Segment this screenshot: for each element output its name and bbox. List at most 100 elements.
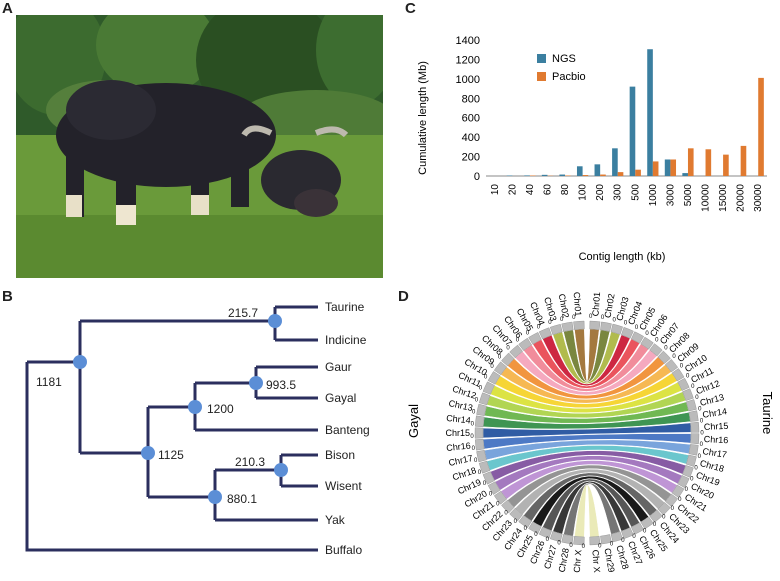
node-label: 1200 xyxy=(207,402,234,416)
right-chrom-arc-Chr16 xyxy=(691,434,699,444)
phylogenetic-tree: 215.7 1181 993.5 1200 1125 210.3 880.1 T… xyxy=(0,288,390,576)
tree-node-1125 xyxy=(141,446,155,460)
bar-pacbio-300 xyxy=(618,172,624,176)
chart-x-tick-label: 100 xyxy=(578,184,589,201)
chart-x-tick-label: 5000 xyxy=(683,184,694,207)
left-chrom-label: Chr14 xyxy=(446,413,471,426)
left-chrom-label: Chr28 xyxy=(557,547,571,573)
node-label: 210.3 xyxy=(235,455,265,469)
left-chrom-tick-zero: 0 xyxy=(569,543,573,549)
chart-y-axis-label: Cumulative length (Mb) xyxy=(417,61,429,175)
chart-x-tick-label: 10000 xyxy=(701,184,712,212)
chart-x-tick-label: 80 xyxy=(560,184,571,196)
left-chrom-arc-Chr15 xyxy=(475,428,483,439)
left-chrom-tick-zero: 0 xyxy=(472,409,476,415)
panel-label-a: A xyxy=(2,0,13,17)
bar-pacbio-20000 xyxy=(741,146,747,176)
taxon-label: Indicine xyxy=(325,333,367,347)
right-chrom-tick-zero: 0 xyxy=(610,541,614,547)
chart-x-tick-label: 10 xyxy=(490,184,501,196)
taxon-label: Wisent xyxy=(325,479,362,493)
bar-ngs-5000 xyxy=(682,173,688,176)
taxon-label: Taurine xyxy=(325,300,365,314)
chart-x-tick-label: 30000 xyxy=(753,184,764,212)
left-chrom-tick-zero: 0 xyxy=(471,421,475,427)
chart-x-tick-label: 300 xyxy=(613,184,624,201)
left-chrom-tick-zero: 0 xyxy=(484,375,488,381)
bar-pacbio-10000 xyxy=(706,149,712,176)
right-chrom-label: Chr16 xyxy=(704,434,729,445)
node-label: 993.5 xyxy=(266,378,296,392)
chart-x-tick-label: 500 xyxy=(630,184,641,201)
left-chrom-tick-zero: 0 xyxy=(470,434,474,440)
bar-ngs-80 xyxy=(559,175,565,176)
circos-left-genome-label: Gayal xyxy=(406,404,421,438)
left-chrom-tick-zero: 0 xyxy=(506,345,510,351)
left-chrom-tick-zero: 0 xyxy=(478,470,482,476)
left-chrom-label: Chr X xyxy=(572,549,584,573)
left-chrom-tick-zero: 0 xyxy=(582,544,586,550)
chart-legend: NGS Pacbio xyxy=(537,53,586,83)
tree-taxa-labels: Taurine Indicine Gaur Gayal Banteng Biso… xyxy=(325,300,370,557)
right-chrom-label: Chr29 xyxy=(602,547,616,573)
synteny-links xyxy=(483,329,691,537)
left-chrom-label: Chr01 xyxy=(572,291,584,316)
tree-node-1181 xyxy=(73,355,87,369)
left-chrom-tick-zero: 0 xyxy=(498,354,502,360)
taxon-label: Banteng xyxy=(325,423,370,437)
right-chrom-label: Chr02 xyxy=(602,293,616,319)
chart-x-tick-label: 3000 xyxy=(665,184,676,207)
taxon-label: Gayal xyxy=(325,391,356,405)
legend-label-ngs: NGS xyxy=(552,53,576,65)
node-label: 215.7 xyxy=(228,306,258,320)
bar-ngs-3000 xyxy=(665,159,671,176)
left-chrom-arc-Chr02 xyxy=(562,322,574,332)
bar-pacbio-30000 xyxy=(758,78,764,176)
right-chrom-arc-Chr15 xyxy=(691,422,699,432)
chart-y-tick-label: 600 xyxy=(462,113,480,125)
chart-x-tick-label: 40 xyxy=(525,184,536,196)
right-chrom-label: Chr14 xyxy=(702,406,728,420)
chart-x-tick-label: 20 xyxy=(507,184,518,196)
chart-x-tick-label: 60 xyxy=(542,184,553,196)
tree-branches xyxy=(27,307,318,550)
chart-y-tick-label: 800 xyxy=(462,93,480,105)
taxon-label: Bison xyxy=(325,448,355,462)
right-chrom-label: Chr01 xyxy=(590,291,602,316)
left-chrom-arc-Chr16 xyxy=(475,439,484,450)
bar-pacbio-3000 xyxy=(670,159,676,176)
right-chrom-arc-Chr02 xyxy=(600,322,611,332)
tree-node-210.3 xyxy=(274,463,288,477)
left-chrom-tick-zero: 0 xyxy=(526,331,530,337)
chart-x-tick-label: 20000 xyxy=(736,184,747,212)
left-chrom-arc-Chr01 xyxy=(573,321,584,330)
right-chrom-arc-Chr14 xyxy=(689,411,698,422)
right-chrom-label: Chr17 xyxy=(702,446,728,460)
chart-y-tick-label: 0 xyxy=(474,171,480,183)
left-chrom-tick-zero: 0 xyxy=(474,458,478,464)
tree-node-215.7 xyxy=(268,314,282,328)
tree-nodes xyxy=(73,314,288,504)
left-chrom-label: Chr02 xyxy=(557,293,571,319)
left-chrom-tick-zero: 0 xyxy=(557,541,561,547)
left-chrom-tick-zero: 0 xyxy=(479,386,483,392)
node-label: 880.1 xyxy=(227,492,257,506)
bar-ngs-300 xyxy=(612,148,618,176)
chart-x-tick-label: 200 xyxy=(595,184,606,201)
gayal-photo xyxy=(16,15,383,278)
bar-pacbio-100 xyxy=(583,175,589,176)
left-chrom-tick-zero: 0 xyxy=(475,397,479,403)
bar-pacbio-200 xyxy=(600,175,606,176)
chart-y-tick-label: 1400 xyxy=(456,35,480,47)
left-chrom-arc-Chr14 xyxy=(475,416,484,427)
right-chrom-label: Chr15 xyxy=(704,421,729,432)
tree-node-880.1 xyxy=(208,490,222,504)
bar-ngs-40 xyxy=(524,175,530,176)
bar-pacbio-15000 xyxy=(723,155,729,176)
left-chrom-tick-zero: 0 xyxy=(490,364,494,370)
chart-bars xyxy=(507,49,764,176)
